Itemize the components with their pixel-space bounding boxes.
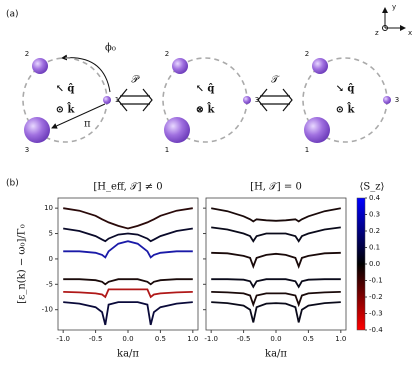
- site-label: 3: [25, 146, 29, 154]
- colorbar-tick-label: 0.3: [369, 211, 380, 219]
- axis-label: y: [392, 3, 396, 11]
- site-label: 1: [115, 96, 119, 104]
- colorbar: [356, 197, 366, 331]
- site-label: 1: [305, 146, 309, 154]
- site-label: 3: [255, 96, 259, 104]
- phase-label: ϕ₀: [105, 43, 116, 54]
- plot-frame: [57, 197, 199, 331]
- axis-dot: [382, 25, 388, 31]
- axes-glyph: [382, 7, 406, 31]
- axis-label: z: [375, 29, 379, 37]
- axis-label: x: [408, 29, 412, 37]
- site-label: 2: [305, 50, 309, 58]
- x-tick-label: 0.5: [303, 335, 314, 343]
- x-tick-label: -1.0: [56, 335, 70, 343]
- colorbar-tick-label: -0.1: [369, 277, 383, 285]
- panel-label: (a): [6, 10, 19, 20]
- colorbar-tick-label: 0.2: [369, 227, 380, 235]
- q-vector: ↖ q̂: [56, 84, 75, 95]
- y-tick-label: 5: [49, 230, 53, 238]
- site-label: 1: [165, 146, 169, 154]
- y-tick-label: 0: [49, 255, 53, 263]
- band-line: [211, 291, 341, 308]
- x-tick-label: -0.5: [237, 335, 251, 343]
- site-label: 2: [165, 50, 169, 58]
- sphere: [383, 96, 391, 104]
- band-line: [211, 251, 341, 270]
- sphere: [24, 117, 50, 143]
- arrow: [51, 103, 106, 129]
- x-tick-label: -0.5: [89, 335, 103, 343]
- q-vector: ↖ q̂: [196, 84, 215, 95]
- colorbar-tick-label: -0.2: [369, 293, 383, 301]
- colorbar-tick-label: -0.4: [369, 326, 383, 334]
- site-label: 3: [395, 96, 399, 104]
- x-tick-label: 0.5: [155, 335, 166, 343]
- chart-title: [H, 𝒯] = 0: [250, 182, 302, 193]
- colorbar-tick-label: -0.3: [369, 310, 383, 318]
- y-tick-label: -10: [42, 306, 53, 314]
- band-line: [63, 227, 193, 243]
- x-tick-label: 0.0: [270, 335, 281, 343]
- sphere: [164, 117, 190, 143]
- operator: 𝒯: [271, 75, 280, 86]
- k-vector: ⊙ k̂: [336, 103, 356, 116]
- x-tick-label: 1.0: [187, 335, 198, 343]
- sphere: [312, 58, 328, 74]
- colorbar-tick-label: 0.0: [369, 260, 380, 268]
- y-tick-label: -5: [46, 280, 53, 288]
- x-tick-label: 1.0: [335, 335, 346, 343]
- colorbar-tick-label: 0.1: [369, 244, 380, 252]
- x-axis-label: ka/π: [117, 349, 139, 360]
- phase-label: π: [84, 119, 91, 130]
- band-line: [211, 301, 341, 323]
- band-line: [211, 207, 341, 223]
- sphere: [304, 117, 330, 143]
- double-arrows: [117, 88, 293, 112]
- chart-title: [H_eff, 𝒯] ≠ 0: [93, 182, 162, 193]
- y-tick-label: 10: [44, 204, 53, 212]
- colorbar-tick-label: 0.4: [369, 194, 381, 202]
- plot-frame: [205, 197, 347, 331]
- y-axis-label: [ε_n(k) − ω₀]/Γ₀: [17, 224, 28, 304]
- sphere: [103, 96, 111, 104]
- operator: 𝒫: [131, 75, 140, 86]
- band-line: [211, 226, 341, 243]
- band-line: [211, 278, 341, 289]
- band-line: [63, 278, 193, 286]
- x-tick-label: -1.0: [204, 335, 218, 343]
- band-line: [63, 288, 193, 299]
- band-line: [63, 240, 193, 259]
- sphere: [32, 58, 48, 74]
- q-vector: ↘ q̂: [336, 84, 355, 95]
- site-label: 2: [25, 50, 29, 58]
- panel-label: (b): [6, 179, 19, 189]
- band-line: [63, 301, 193, 326]
- colorbar-title: ⟨S_z⟩: [360, 182, 385, 193]
- sphere: [172, 58, 188, 74]
- x-tick-label: 0.0: [122, 335, 133, 343]
- k-vector: ⊙ k̂: [56, 103, 76, 116]
- x-axis-label: ka/π: [265, 349, 287, 360]
- k-vector: ⊗ k̂: [196, 103, 216, 116]
- sphere: [243, 96, 251, 104]
- band-line: [63, 207, 193, 230]
